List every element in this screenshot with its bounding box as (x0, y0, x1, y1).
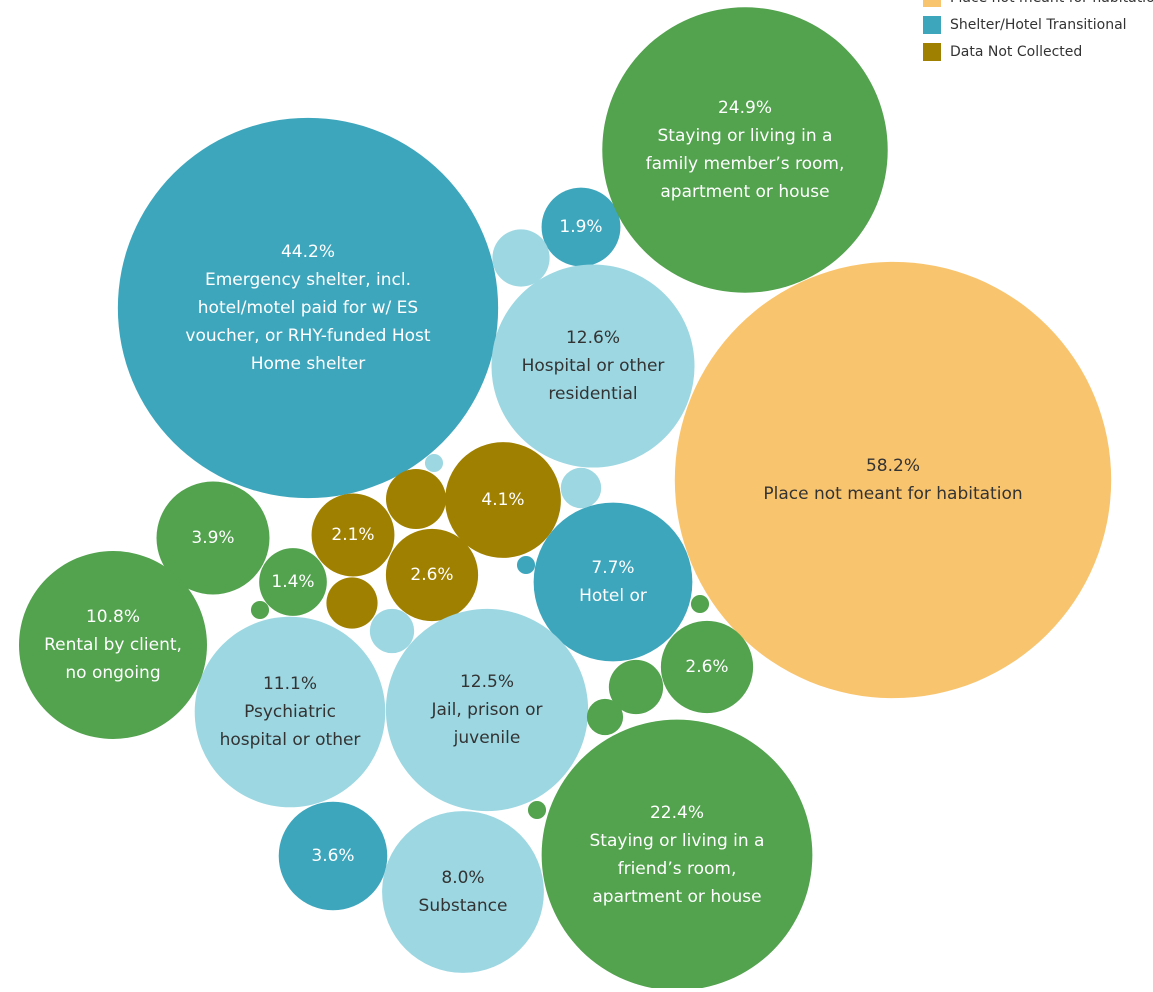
bubble-label: Hospital or other (522, 356, 665, 376)
bubble-label: family member’s room, (646, 154, 845, 174)
bubble-value-label: 8.0% (441, 868, 484, 888)
bubble-label: hotel/motel paid for w/ ES (198, 298, 418, 318)
bubble-label: Rental by client, (44, 635, 182, 655)
bubble-label: no ongoing (65, 663, 160, 683)
bubble (278, 801, 388, 911)
bubble-label: apartment or house (660, 182, 829, 202)
bubble-value-label: 10.8% (86, 607, 140, 627)
bubble-value-label: 22.4% (650, 803, 704, 823)
bubble (527, 800, 547, 820)
bubble-label: Place not meant for habitation (763, 484, 1022, 504)
bubble (586, 698, 624, 736)
bubble (541, 187, 621, 267)
bubble (660, 620, 754, 714)
bubble-value-label: 12.5% (460, 672, 514, 692)
bubble (491, 264, 695, 468)
bubble (541, 719, 813, 991)
bubble-value-label: 2.6% (410, 565, 453, 585)
bubble (382, 811, 544, 973)
bubble (674, 261, 1112, 699)
bubble-value-label: 7.7% (591, 558, 634, 578)
bubble-label: Hotel or (579, 586, 647, 606)
legend-swatch (923, 16, 941, 34)
bubble-value-label: 1.4% (271, 572, 314, 592)
bubble-value-label: 1.9% (559, 217, 602, 237)
bubble-value-label: 58.2% (866, 456, 920, 476)
bubble-label: residential (548, 384, 637, 404)
bubble-value-label: 44.2% (281, 242, 335, 262)
bubble-value-label: 11.1% (263, 674, 317, 694)
bubble-label: Jail, prison or (430, 700, 542, 720)
bubble (117, 117, 499, 499)
bubble (602, 7, 888, 293)
bubble-value-label: 24.9% (718, 98, 772, 118)
bubble-label: Emergency shelter, incl. (205, 270, 411, 290)
bubble (326, 577, 378, 629)
bubble-value-label: 2.1% (331, 525, 374, 545)
bubble-label: Psychiatric (244, 702, 336, 722)
legend-swatch (923, 0, 941, 7)
bubble (492, 229, 550, 287)
legend-swatch (923, 43, 941, 61)
bubble (385, 528, 479, 622)
bubble (19, 551, 207, 739)
bubble-value-label: 4.1% (481, 490, 524, 510)
bubble (533, 502, 693, 662)
bubble-label: hospital or other (220, 730, 361, 750)
bubble (259, 548, 327, 616)
bubble-label: Staying or living in a (658, 126, 833, 146)
bubble (194, 616, 386, 808)
bubble-label: apartment or house (592, 887, 761, 907)
bubble (424, 453, 444, 473)
bubble-value-label: 3.9% (191, 528, 234, 548)
bubble (386, 469, 446, 529)
bubble (445, 442, 561, 558)
bubble (385, 608, 589, 812)
legend-label: Shelter/Hotel Transitional (950, 17, 1127, 33)
bubble-value-label: 2.6% (685, 657, 728, 677)
legend-label: Data Not Collected (950, 44, 1082, 60)
bubble (516, 555, 536, 575)
bubble (311, 493, 395, 577)
bubble (156, 481, 270, 595)
bubble (560, 467, 602, 509)
bubble-label: juvenile (453, 728, 521, 748)
bubble-label: Substance (419, 896, 508, 916)
bubble-label: Staying or living in a (590, 831, 765, 851)
bubble-label: voucher, or RHY-funded Host (185, 326, 431, 346)
bubble (250, 600, 270, 620)
legend-label: Place not meant for habitation (950, 0, 1153, 6)
bubble-label: friend’s room, (618, 859, 737, 879)
bubble-label: Home shelter (251, 354, 366, 374)
bubble (608, 659, 664, 715)
bubble (369, 608, 415, 654)
bubble-value-label: 12.6% (566, 328, 620, 348)
bubble-value-label: 3.6% (311, 846, 354, 866)
bubble (690, 594, 710, 614)
